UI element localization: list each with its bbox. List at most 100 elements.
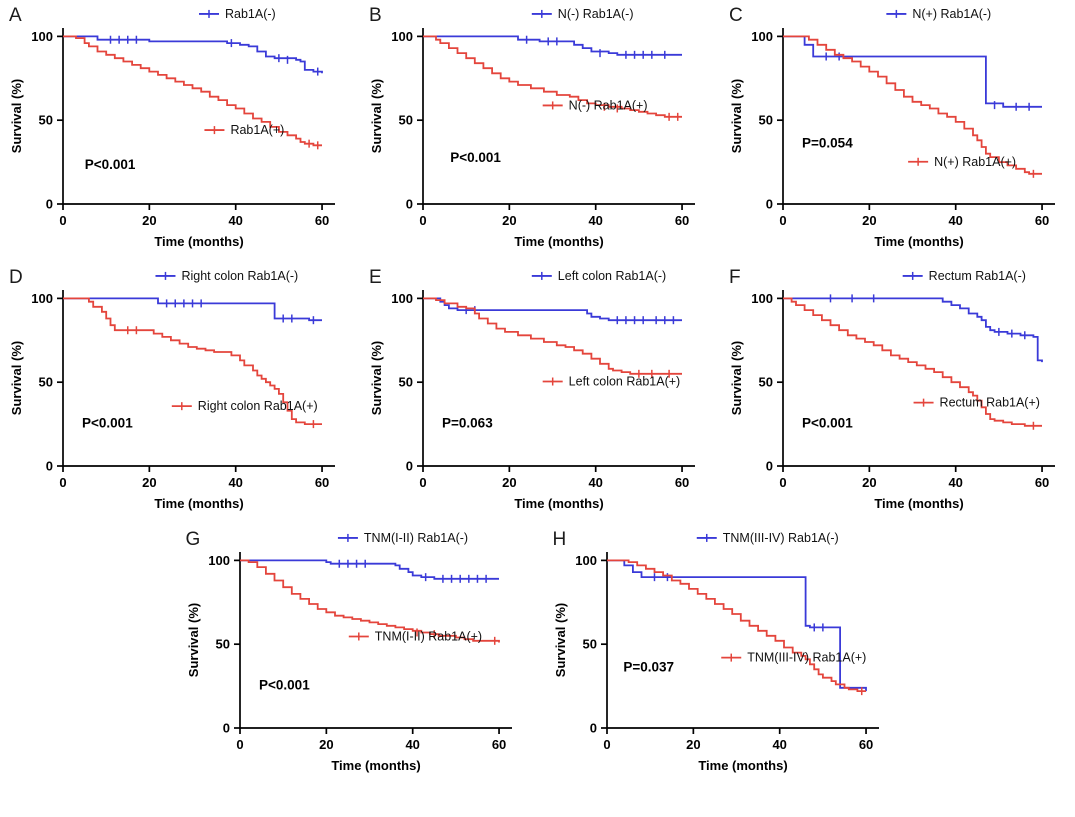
svg-text:60: 60 <box>675 475 689 490</box>
svg-text:0: 0 <box>779 475 786 490</box>
svg-text:40: 40 <box>948 213 962 228</box>
svg-text:50: 50 <box>759 375 773 390</box>
svg-text:Right colon Rab1A(+): Right colon Rab1A(+) <box>198 399 318 413</box>
svg-text:Rab1A(+): Rab1A(+) <box>230 123 284 137</box>
svg-text:20: 20 <box>142 475 156 490</box>
svg-text:P<0.001: P<0.001 <box>450 150 501 165</box>
svg-text:TNM(III-IV) Rab1A(-): TNM(III-IV) Rab1A(-) <box>722 531 838 545</box>
svg-text:40: 40 <box>588 213 602 228</box>
panel-letter-C: C <box>729 5 743 26</box>
svg-text:20: 20 <box>862 213 876 228</box>
km-plot-C: 0 20 40 60 0 50 100 Time (months) Survival (%) N(… <box>729 7 1055 249</box>
km-plot-A: 0 20 40 60 0 50 100 Time (months) Survival (%) Ra… <box>9 7 335 249</box>
svg-text:Rectum Rab1A(-): Rectum Rab1A(-) <box>929 269 1026 283</box>
km-plot-F: 0 20 40 60 0 50 100 Time (months) Survival (%) Re… <box>729 269 1055 511</box>
svg-text:60: 60 <box>491 737 505 752</box>
svg-text:P=0.037: P=0.037 <box>623 660 674 675</box>
svg-text:20: 20 <box>502 475 516 490</box>
figure-row-1: A 0 20 40 60 0 50 100 Time (months) Survival (%)… <box>5 6 1070 258</box>
svg-text:P=0.054: P=0.054 <box>802 136 853 151</box>
svg-text:100: 100 <box>751 29 773 44</box>
km-plot-B: 0 20 40 60 0 50 100 Time (months) Survival (%) N(… <box>369 7 695 249</box>
panel-letter-A: A <box>9 5 22 26</box>
svg-text:P<0.001: P<0.001 <box>802 415 853 430</box>
svg-text:50: 50 <box>39 375 53 390</box>
km-plot-H: 0 20 40 60 0 50 100 Time (months) Survival (%) TN… <box>553 531 879 773</box>
svg-text:60: 60 <box>1035 475 1049 490</box>
km-plot-G: 0 20 40 60 0 50 100 Time (months) Survival (%) TN… <box>186 531 512 773</box>
svg-text:TNM(I-II) Rab1A(-): TNM(I-II) Rab1A(-) <box>363 531 467 545</box>
svg-text:Time (months): Time (months) <box>331 758 420 773</box>
svg-text:P<0.001: P<0.001 <box>85 157 136 172</box>
km-plot-E: 0 20 40 60 0 50 100 Time (months) Survival (%) Le… <box>369 269 695 511</box>
panel-letter-H: H <box>552 529 567 550</box>
panel-letter-F: F <box>729 267 741 288</box>
svg-text:N(+) Rab1A(+): N(+) Rab1A(+) <box>934 155 1016 169</box>
svg-text:Survival (%): Survival (%) <box>553 603 568 677</box>
panel-B: B 0 20 40 60 0 50 100 Time (months) Survival (%)… <box>365 6 710 258</box>
svg-text:60: 60 <box>858 737 872 752</box>
svg-text:50: 50 <box>39 113 53 128</box>
svg-text:0: 0 <box>419 475 426 490</box>
svg-text:0: 0 <box>766 459 773 474</box>
svg-text:0: 0 <box>59 213 66 228</box>
svg-text:P<0.001: P<0.001 <box>259 677 310 692</box>
svg-text:Right colon Rab1A(-): Right colon Rab1A(-) <box>181 269 298 283</box>
svg-text:40: 40 <box>228 213 242 228</box>
svg-text:50: 50 <box>759 113 773 128</box>
svg-text:Time (months): Time (months) <box>154 496 243 511</box>
svg-text:60: 60 <box>1035 213 1049 228</box>
panel-C: C 0 20 40 60 0 50 100 Time (months) Survival (%)… <box>725 6 1070 258</box>
svg-text:100: 100 <box>391 291 413 306</box>
km-plot-D: 0 20 40 60 0 50 100 Time (months) Survival (%) Ri… <box>9 269 335 511</box>
svg-text:0: 0 <box>603 737 610 752</box>
svg-text:Left colon Rab1A(+): Left colon Rab1A(+) <box>569 375 681 389</box>
panel-H: H 0 20 40 60 0 50 100 Time (months) Survival (%)… <box>549 530 894 782</box>
panel-F: F 0 20 40 60 0 50 100 Time (months) Survival (%)… <box>725 268 1070 520</box>
svg-text:N(+) Rab1A(-): N(+) Rab1A(-) <box>912 7 991 21</box>
svg-text:Survival (%): Survival (%) <box>369 79 384 153</box>
panel-letter-D: D <box>9 267 23 288</box>
svg-text:0: 0 <box>406 459 413 474</box>
svg-text:Survival (%): Survival (%) <box>729 341 744 415</box>
svg-text:0: 0 <box>406 197 413 212</box>
svg-text:Time (months): Time (months) <box>514 234 603 249</box>
svg-text:20: 20 <box>142 213 156 228</box>
svg-text:0: 0 <box>589 721 596 736</box>
svg-text:Survival (%): Survival (%) <box>729 79 744 153</box>
svg-text:0: 0 <box>222 721 229 736</box>
svg-text:P=0.063: P=0.063 <box>442 415 493 430</box>
svg-text:40: 40 <box>948 475 962 490</box>
svg-text:Survival (%): Survival (%) <box>369 341 384 415</box>
svg-text:0: 0 <box>766 197 773 212</box>
svg-text:100: 100 <box>391 29 413 44</box>
svg-text:0: 0 <box>46 197 53 212</box>
svg-text:Rab1A(-): Rab1A(-) <box>225 7 276 21</box>
svg-text:100: 100 <box>575 553 597 568</box>
svg-text:Survival (%): Survival (%) <box>186 603 201 677</box>
svg-text:0: 0 <box>419 213 426 228</box>
svg-text:P<0.001: P<0.001 <box>82 415 133 430</box>
panel-D: D 0 20 40 60 0 50 100 Time (months) Survival (%)… <box>5 268 350 520</box>
svg-text:N(-) Rab1A(-): N(-) Rab1A(-) <box>558 7 634 21</box>
svg-text:40: 40 <box>228 475 242 490</box>
figure-row-2: D 0 20 40 60 0 50 100 Time (months) Survival (%)… <box>5 268 1070 520</box>
svg-text:20: 20 <box>686 737 700 752</box>
svg-text:Survival (%): Survival (%) <box>9 79 24 153</box>
panel-A: A 0 20 40 60 0 50 100 Time (months) Survival (%)… <box>5 6 350 258</box>
svg-text:N(-) Rab1A(+): N(-) Rab1A(+) <box>569 98 648 112</box>
svg-text:Rectum Rab1A(+): Rectum Rab1A(+) <box>940 396 1040 410</box>
svg-text:100: 100 <box>31 291 53 306</box>
svg-text:Left colon Rab1A(-): Left colon Rab1A(-) <box>558 269 666 283</box>
svg-text:100: 100 <box>31 29 53 44</box>
svg-text:50: 50 <box>215 637 229 652</box>
svg-text:50: 50 <box>582 637 596 652</box>
svg-text:40: 40 <box>588 475 602 490</box>
svg-text:100: 100 <box>751 291 773 306</box>
svg-text:40: 40 <box>405 737 419 752</box>
panel-letter-E: E <box>369 267 382 288</box>
svg-text:TNM(I-II) Rab1A(+): TNM(I-II) Rab1A(+) <box>374 629 481 643</box>
svg-text:60: 60 <box>315 213 329 228</box>
svg-text:0: 0 <box>236 737 243 752</box>
svg-text:0: 0 <box>779 213 786 228</box>
